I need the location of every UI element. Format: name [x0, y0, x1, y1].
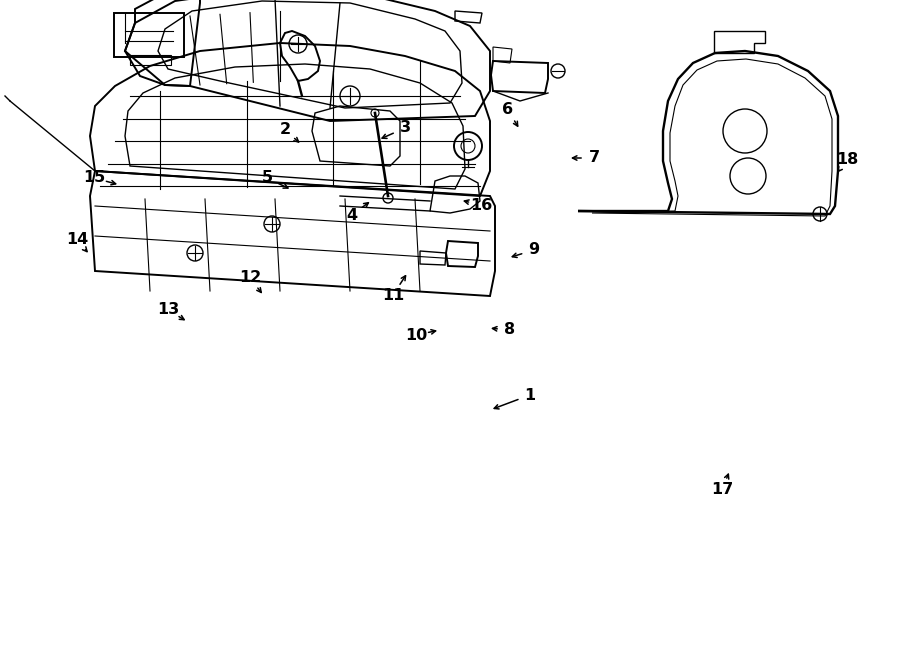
Text: 3: 3 [400, 120, 410, 136]
Text: 7: 7 [589, 151, 599, 165]
Text: 9: 9 [528, 243, 540, 258]
Text: 5: 5 [261, 171, 273, 186]
Text: 10: 10 [405, 327, 428, 342]
Text: 6: 6 [502, 102, 514, 118]
Text: 14: 14 [66, 233, 88, 247]
Text: 8: 8 [504, 323, 516, 338]
Text: 1: 1 [525, 387, 535, 403]
Text: 16: 16 [470, 198, 492, 212]
Text: 13: 13 [157, 303, 179, 317]
Text: 4: 4 [346, 208, 357, 223]
Text: 12: 12 [238, 270, 261, 286]
Text: 11: 11 [382, 288, 404, 303]
Text: 2: 2 [279, 122, 291, 137]
Text: 15: 15 [83, 171, 105, 186]
Text: 18: 18 [836, 153, 858, 167]
Text: 17: 17 [711, 483, 733, 498]
